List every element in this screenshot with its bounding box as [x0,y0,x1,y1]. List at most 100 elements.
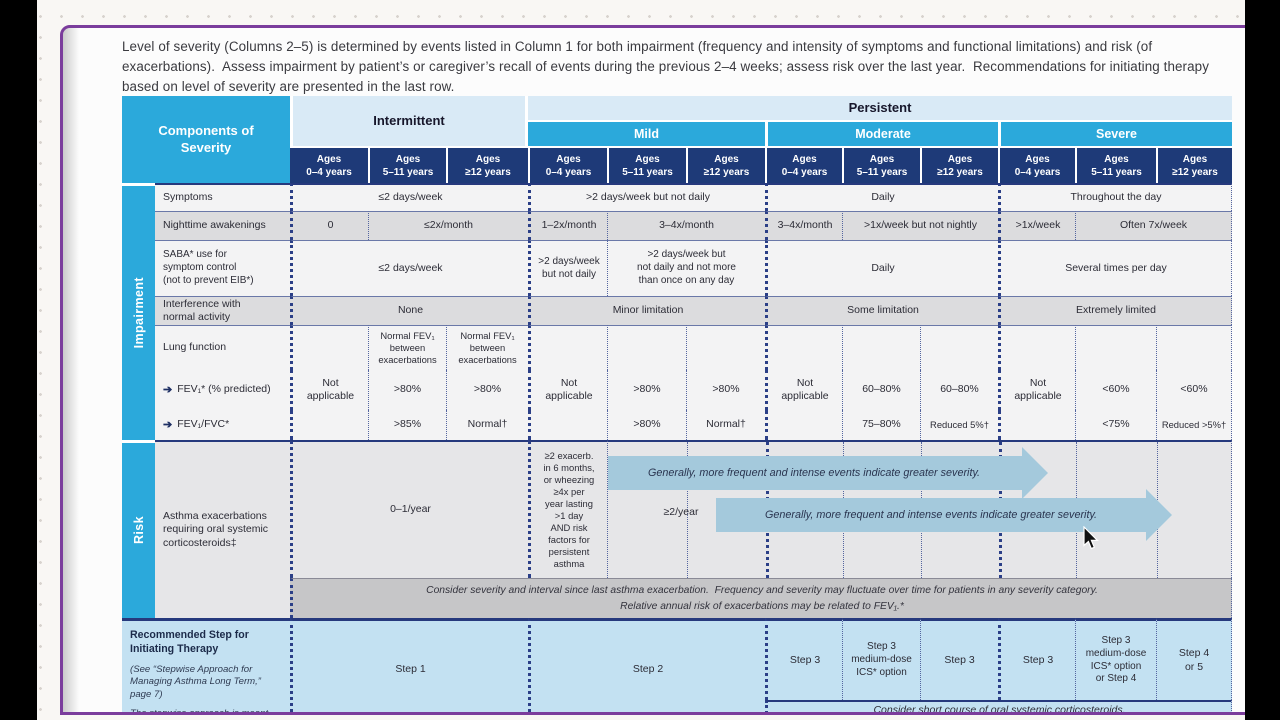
cell-step-severe: Step 3 medium-dose ICS* option or Step 4 [1075,618,1156,700]
intro-paragraph: Level of severity (Columns 2–5) is deter… [122,39,1213,95]
cell-step-moderate: Step 3 [765,618,842,700]
cell-nighttime: Often 7x/week [1075,211,1232,240]
cell-fev1: <60% [1156,370,1232,410]
row-label-saba: SABA* use for symptom control (not to pr… [155,240,290,296]
cell-saba-moderate: Daily [765,240,998,296]
cell-fevfvc: Reduced >5%† [1156,410,1232,440]
cell-fev1: 60–80% [842,370,920,410]
age-header: Ages 5–11 years [842,148,920,183]
row-label-recommended-step: Recommended Step for Initiating Therapy … [122,618,290,712]
row-label-exacerbations: Asthma exacerbations requiring oral syst… [155,440,290,618]
cell-nighttime: >1x/week but not nightly [842,211,998,240]
cell-symptoms-moderate: Daily [765,183,998,211]
cell-risk-intermittent: 0–1/year [290,440,528,578]
age-header: Ages ≥12 years [446,148,528,183]
section-risk: Risk [122,440,155,618]
cell-fev1: Not applicable [528,370,607,410]
row-label-lung-function: Lung function [155,325,290,370]
cell-lung-normal-fev: Normal FEV₁ between exacerbations [446,325,528,370]
cell-saba-severe: Several times per day [998,240,1232,296]
arrow-bullet-icon: ➔ [163,418,173,431]
age-header: Ages 0–4 years [998,148,1075,183]
cell-fevfvc-empty [528,410,607,440]
cell-fevfvc: Normal† [686,410,765,440]
cell-symptoms-intermittent: ≤2 days/week [290,183,528,211]
row-label-symptoms: Symptoms [155,183,290,211]
cell-nighttime: 3–4x/month [765,211,842,240]
cell-symptoms-severe: Throughout the day [998,183,1232,211]
cell-nighttime: >1x/week [998,211,1075,240]
cell-interference: None [290,296,528,325]
cell-lung-empty [842,325,920,370]
cell-fevfvc: Normal† [446,410,528,440]
cell-step-severe: Step 3 [998,618,1075,700]
cell-saba-intermittent: ≤2 days/week [290,240,528,296]
age-header: Ages 0–4 years [528,148,607,183]
age-header: Ages ≥12 years [686,148,765,183]
cell-fevfvc: 75–80% [842,410,920,440]
cell-fev1: Not applicable [290,370,368,410]
cell-risk-gradient: ≥2/year Generally, more frequent and int… [607,440,1232,578]
cell-step-severe: Step 4 or 5 [1156,618,1232,700]
consider-short-course-note: Consider short course of oral systemic c… [765,700,1232,712]
cell-lung-empty [290,325,368,370]
cell-risk-mild-04: ≥2 exacerb. in 6 months, or wheezing ≥4x… [528,440,607,578]
cell-fev1: >80% [446,370,528,410]
col-group-mild: Mild [528,122,765,148]
section-impairment: Impairment [122,183,155,440]
cell-interference: Extremely limited [998,296,1232,325]
cell-lung-normal-fev: Normal FEV₁ between exacerbations [368,325,446,370]
arrow-bullet-icon: ➔ [163,383,173,396]
cell-saba-mild-older: >2 days/week but not daily and not more … [607,240,765,296]
cell-nighttime: ≤2x/month [368,211,528,240]
severity-arrow-2: Generally, more frequent and intense eve… [716,489,1172,541]
row-label-fevfvc: ➔ FEV₁/FVC* [155,410,290,440]
row-label-fev1: ➔ FEV₁* (% predicted) [155,370,290,410]
col-group-intermittent: Intermittent [290,96,528,148]
age-header: Ages 0–4 years [765,148,842,183]
ge2-per-year-label: ≥2/year [663,506,699,518]
age-header: Ages ≥12 years [920,148,998,183]
age-header: Ages 0–4 years [290,148,368,183]
cell-lung-empty [607,325,686,370]
fevfvc-label-text: FEV₁/FVC* [177,418,230,431]
fev1-label-text: FEV₁* (% predicted) [177,383,271,396]
cell-saba-mild-04: >2 days/week but not daily [528,240,607,296]
consider-severity-note: Consider severity and interval since las… [290,578,1232,618]
cell-lung-empty [1156,325,1232,370]
cell-lung-empty [920,325,998,370]
cell-fev1: <60% [1075,370,1156,410]
cell-interference: Some limitation [765,296,998,325]
age-header: Ages 5–11 years [607,148,686,183]
cell-fev1: >80% [607,370,686,410]
cell-fevfvc-empty [765,410,842,440]
page-edge-shadow [63,28,79,712]
cell-fevfvc: >85% [368,410,446,440]
severity-arrow-1: Generally, more frequent and intense eve… [608,447,1048,499]
cell-fevfvc: <75% [1075,410,1156,440]
cell-step-mild: Step 2 [528,618,765,712]
corner-header: Components of Severity [122,96,290,183]
cell-interference: Minor limitation [528,296,765,325]
cell-lung-empty [686,325,765,370]
cell-lung-empty [765,325,842,370]
cell-fevfvc-empty [998,410,1075,440]
row-label-nighttime: Nighttime awakenings [155,211,290,240]
cell-lung-empty [1075,325,1156,370]
cell-fevfvc: Reduced 5%† [920,410,998,440]
cell-fevfvc: >80% [607,410,686,440]
cell-fev1: >80% [368,370,446,410]
cell-lung-empty [528,325,607,370]
col-group-persistent: Persistent [528,96,1232,122]
age-header: Ages ≥12 years [1156,148,1232,183]
row-label-interference: Interference with normal activity [155,296,290,325]
cell-step-moderate: Step 3 [920,618,998,700]
cell-step-intermittent: Step 1 [290,618,528,712]
cell-symptoms-mild: >2 days/week but not daily [528,183,765,211]
cell-step-moderate: Step 3 medium-dose ICS* option [842,618,920,700]
cell-fev1: >80% [686,370,765,410]
severity-table: Components of Severity Intermittent Pers… [122,96,1232,712]
cell-lung-empty [998,325,1075,370]
letterbox-left [0,0,37,720]
cell-nighttime: 3–4x/month [607,211,765,240]
